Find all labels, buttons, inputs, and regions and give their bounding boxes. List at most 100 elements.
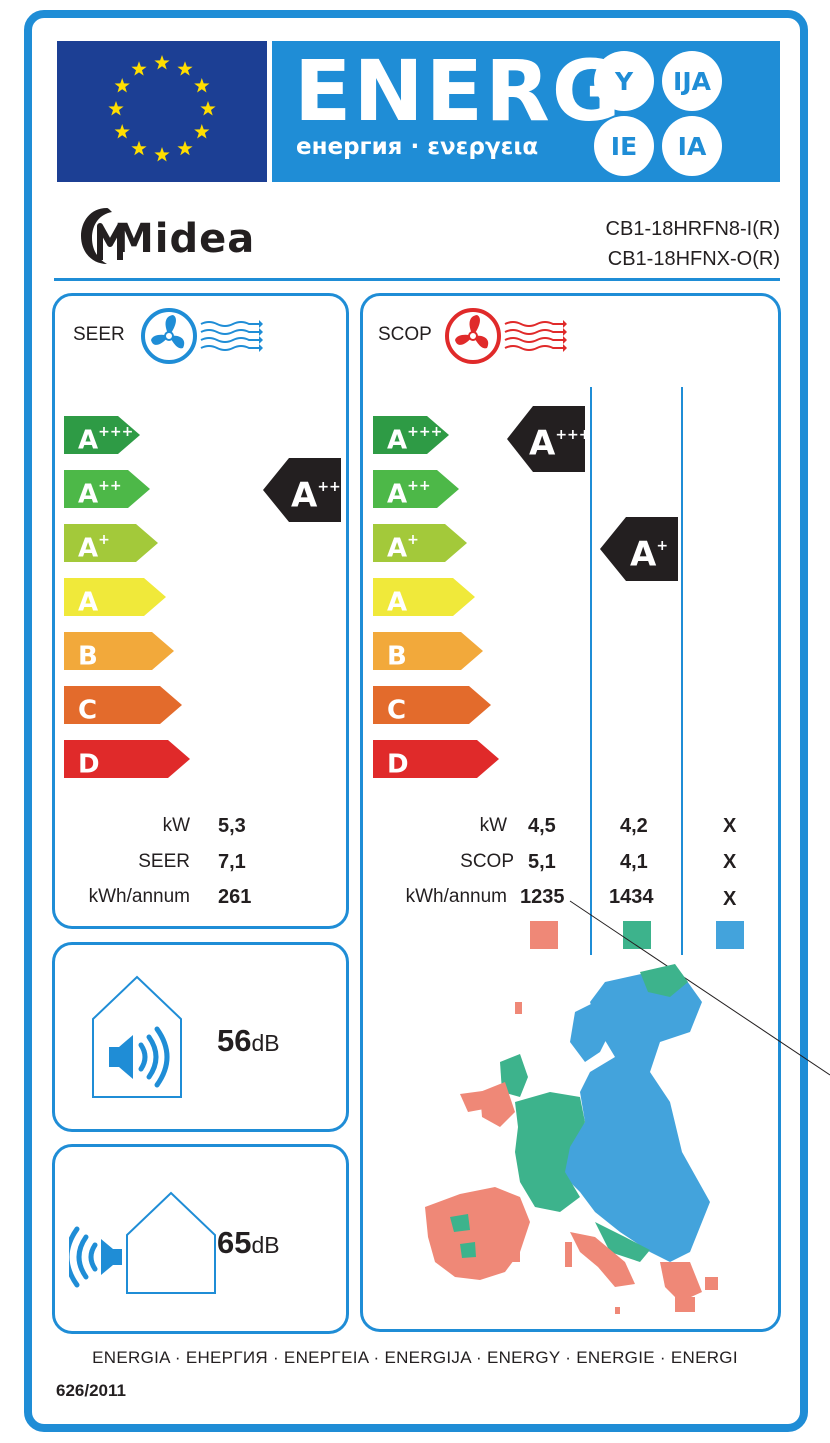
warm-season-swatch bbox=[530, 921, 558, 949]
cooling-class-arrow: C bbox=[64, 686, 182, 726]
cooling-rating-plus: ++ bbox=[317, 479, 341, 495]
heating-class-arrow: A+ bbox=[373, 524, 467, 564]
seer-title: SEER bbox=[73, 324, 125, 345]
cooling-value-seer: 7,1 bbox=[218, 851, 246, 873]
outdoor-speaker-house-icon bbox=[69, 1191, 216, 1294]
eu-star-icon bbox=[108, 101, 124, 116]
energy-header: ENERG енергия · ενεργεια Y IJA IE IA bbox=[272, 41, 780, 182]
cooling-class-arrow: A bbox=[64, 578, 166, 618]
heating-class-arrow: A+++ bbox=[373, 416, 449, 456]
cold-season-swatch bbox=[716, 921, 744, 949]
eu-star-icon bbox=[114, 78, 130, 93]
average-season-swatch bbox=[623, 921, 651, 949]
cooling-class-arrow: A++ bbox=[64, 470, 150, 510]
eu-stars-icon bbox=[108, 55, 216, 162]
cooling-class-letter: D bbox=[78, 749, 100, 780]
diagonal-line bbox=[569, 900, 830, 1076]
eu-star-icon bbox=[194, 124, 210, 139]
eu-star-icon bbox=[194, 78, 210, 93]
heating-fan-icon bbox=[445, 308, 567, 364]
heating-rating-average-letter: A bbox=[630, 534, 657, 575]
heating-class-plus: +++ bbox=[407, 424, 443, 440]
heating-label-annual: kWh/annum bbox=[405, 886, 507, 907]
eu-star-icon bbox=[177, 61, 193, 76]
cooling-fan-icon bbox=[141, 308, 263, 364]
heating-class-letter: A bbox=[387, 479, 408, 510]
heating-label-kw: kW bbox=[479, 815, 507, 836]
cooling-class-plus: ++ bbox=[98, 478, 122, 494]
outdoor-noise-value: 65 bbox=[217, 1225, 252, 1260]
header-divider bbox=[54, 278, 780, 281]
heating-class-plus: + bbox=[407, 532, 419, 548]
cooling-class-letter: A bbox=[78, 533, 99, 564]
europe-climate-map bbox=[425, 964, 718, 1314]
cooling-rating-letter: A bbox=[291, 475, 318, 516]
cooling-class-letter: A bbox=[78, 425, 99, 456]
cooling-class-plus: + bbox=[98, 532, 110, 548]
indoor-noise-unit: dB bbox=[251, 1030, 280, 1056]
cooling-class-arrow: B bbox=[64, 632, 174, 672]
cooling-label-seer: SEER bbox=[138, 851, 190, 872]
heating-class-letter: A bbox=[387, 587, 408, 618]
heating-value-kw-average: 4,2 bbox=[620, 815, 648, 837]
eu-star-icon bbox=[200, 101, 216, 116]
cooling-value-annual: 261 bbox=[218, 886, 252, 908]
heating-class-plus: ++ bbox=[407, 478, 431, 494]
cooling-value-kw: 5,3 bbox=[218, 815, 246, 837]
energy-title: ENERG bbox=[294, 42, 623, 140]
model-indoor: CB1-18HRFN8-I(R) bbox=[605, 218, 780, 240]
languages-footer: ENERGIA · ЕНЕРГИЯ · ΕΝΕΡΓΕΙΑ · ENERGIJA … bbox=[92, 1348, 738, 1367]
cooling-class-letter: A bbox=[78, 587, 99, 618]
eu-star-icon bbox=[131, 140, 147, 156]
climate-divider bbox=[590, 387, 592, 955]
cooling-label-kw: kW bbox=[162, 815, 190, 836]
heating-class-arrow: B bbox=[373, 632, 483, 672]
eu-flag bbox=[57, 41, 267, 182]
heating-rating-average-plus: + bbox=[656, 538, 669, 554]
heating-class-arrow: A bbox=[373, 578, 475, 618]
cooling-class-plus: +++ bbox=[98, 424, 134, 440]
heating-value-scop-warm: 5,1 bbox=[528, 851, 556, 873]
outdoor-noise-readout: 65dB bbox=[217, 1225, 280, 1261]
heating-class-arrow: C bbox=[373, 686, 491, 726]
outdoor-noise-unit: dB bbox=[251, 1232, 280, 1258]
heating-class-letter: C bbox=[387, 695, 407, 726]
indoor-speaker-house-icon bbox=[92, 975, 182, 1098]
cooling-class-letter: C bbox=[78, 695, 98, 726]
heating-class-arrow: D bbox=[373, 740, 499, 780]
cooling-class-arrow: D bbox=[64, 740, 190, 780]
heating-rating-warm-letter: A bbox=[529, 423, 556, 464]
energy-subtitle: енергия · ενεργεια bbox=[296, 134, 539, 160]
brand-name: Midea bbox=[114, 216, 256, 262]
cooling-class-arrow: A+++ bbox=[64, 416, 140, 456]
eu-star-icon bbox=[131, 61, 147, 76]
cooling-class-letter: A bbox=[78, 479, 99, 510]
heating-class-letter: A bbox=[387, 425, 408, 456]
model-outdoor: CB1-18HFNX-O(R) bbox=[607, 248, 780, 270]
midea-swirl-icon bbox=[81, 208, 123, 264]
heating-label-scop: SCOP bbox=[460, 851, 514, 872]
heating-rating-warm-plus: +++ bbox=[555, 427, 591, 443]
heating-class-letter: D bbox=[387, 749, 409, 780]
eu-star-icon bbox=[154, 55, 170, 70]
heating-class-arrow: A++ bbox=[373, 470, 459, 510]
heating-value-annual-cold: X bbox=[723, 888, 737, 910]
regulation-number: 626/2011 bbox=[56, 1381, 126, 1400]
heating-class-letter: B bbox=[387, 641, 407, 672]
suffix-bubble: IE bbox=[594, 116, 654, 176]
suffix-bubble: IJA bbox=[662, 51, 722, 111]
heating-value-kw-warm: 4,5 bbox=[528, 815, 556, 837]
eu-star-icon bbox=[177, 140, 193, 156]
heating-value-scop-average: 4,1 bbox=[620, 851, 648, 873]
heating-value-annual-average: 1434 bbox=[609, 886, 654, 908]
heating-rating-average: A+ bbox=[600, 517, 678, 581]
heating-rating-warm: A+++ bbox=[507, 406, 591, 472]
indoor-noise-panel: 56dB bbox=[52, 942, 349, 1132]
heating-value-scop-cold: X bbox=[723, 851, 737, 873]
indoor-noise-value: 56 bbox=[217, 1023, 252, 1058]
scop-title: SCOP bbox=[378, 324, 432, 345]
heating-class-letter: A bbox=[387, 533, 408, 564]
cooling-rating-indicator: A++ bbox=[263, 458, 341, 522]
cooling-label-annual: kWh/annum bbox=[88, 886, 190, 907]
heating-value-annual-warm: 1235 bbox=[520, 886, 565, 908]
